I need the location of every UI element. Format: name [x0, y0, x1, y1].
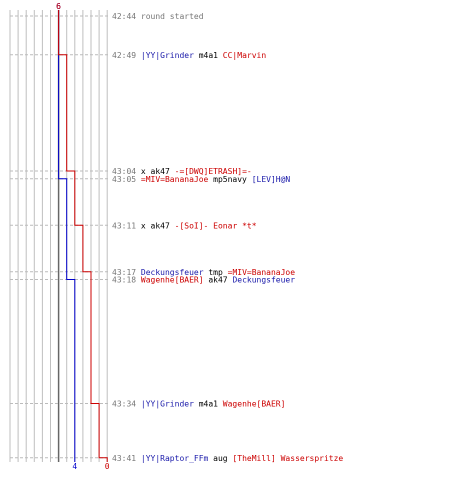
- event-weapon: tmp: [204, 268, 228, 277]
- red-end-score: 0: [105, 462, 110, 471]
- event-weapon: ak47: [146, 167, 175, 176]
- event-time: 43:18: [112, 276, 141, 285]
- event-weapon: x: [141, 167, 146, 176]
- event-player: |YY|Grinder: [141, 400, 194, 409]
- event-time: 43:17: [112, 268, 141, 277]
- event-player: =MIV=BananaJoe: [228, 268, 296, 277]
- event-weapon: aug: [208, 454, 232, 463]
- event-player: [LEV]H@N: [252, 175, 291, 184]
- event-entry: 43:34 |YY|Grinder m4a1 Wagenhe[BAER]: [112, 400, 285, 409]
- event-player: -[SoI]- Eonar *t*: [175, 221, 257, 230]
- event-entry: 43:17 Deckungsfeuer tmp =MIV=BananaJoe: [112, 268, 295, 277]
- event-player: CC|Marvin: [223, 51, 267, 60]
- score-lines: [58, 10, 108, 462]
- event-entry: 43:18 Wagenhe[BAER] ak47 Deckungsfeuer: [112, 276, 295, 285]
- event-weapon: ak47: [204, 276, 233, 285]
- event-weapon: ak47: [146, 221, 175, 230]
- event-log: 42:44 round started 42:49 |YY|Grinder m4a…: [112, 12, 343, 463]
- event-time: 42:49: [112, 51, 141, 60]
- event-entry: 43:11 x ak47 -[SoI]- Eonar *t*: [112, 221, 257, 230]
- event-time: 43:34: [112, 400, 141, 409]
- event-weapon: x: [141, 221, 146, 230]
- event-player: Wagenhe[BAER]: [141, 276, 204, 285]
- event-weapon: m4a1: [194, 400, 223, 409]
- event-entry: 43:41 |YY|Raptor_FFm aug [TheMill] Wasse…: [112, 454, 343, 463]
- event-guide-lines: [10, 15, 109, 459]
- event-time: 42:44: [112, 12, 141, 21]
- event-entry: 43:05 =MIV=BananaJoe mp5navy [LEV]H@N: [112, 175, 290, 184]
- red-team-score-line: [58, 10, 108, 462]
- event-player: |YY|Raptor_FFm: [141, 454, 209, 463]
- event-weapon: mp5navy: [208, 175, 251, 184]
- red-start-score: 6: [56, 2, 61, 11]
- blue-end-score: 4: [72, 462, 77, 471]
- event-entry: 42:49 |YY|Grinder m4a1 CC|Marvin: [112, 51, 266, 60]
- event-weapon: m4a1: [194, 51, 223, 60]
- blue-start-score: 6: [56, 2, 61, 11]
- event-player: [TheMill]: [232, 454, 275, 463]
- event-time: 43:05: [112, 175, 141, 184]
- event-entry: 42:44 round started: [112, 12, 204, 21]
- event-player: =MIV=BananaJoe: [141, 175, 209, 184]
- event-player: -=[DWQ]ETRASH]=-: [175, 167, 252, 176]
- event-time: 43:11: [112, 221, 141, 230]
- event-entry: 43:04 x ak47 -=[DWQ]ETRASH]=-: [112, 167, 252, 176]
- event-player: Wagenhe[BAER]: [223, 400, 286, 409]
- event-time: 43:41: [112, 454, 141, 463]
- score-labels: 6 6 4 0: [56, 2, 110, 471]
- event-player: round started: [141, 12, 204, 21]
- event-player: Deckungsfeuer: [141, 268, 204, 277]
- event-time: 43:04: [112, 167, 141, 176]
- event-player: |YY|Grinder: [141, 51, 194, 60]
- event-player: Wasserspritze: [276, 454, 344, 463]
- event-player: Deckungsfeuer: [232, 276, 295, 285]
